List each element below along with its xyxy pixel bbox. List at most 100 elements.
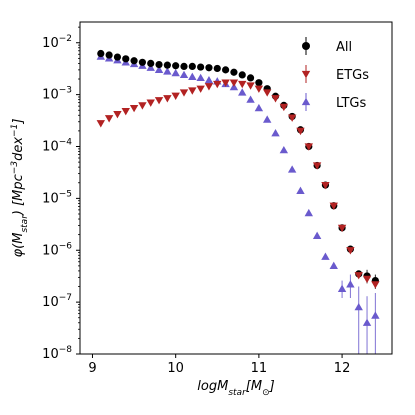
point-ltgs xyxy=(188,72,197,81)
point-ltgs xyxy=(279,145,289,154)
point-etgs xyxy=(229,79,239,87)
y-tick-label: 10−6 xyxy=(42,241,72,258)
series-ltgs xyxy=(96,52,380,326)
point-etgs xyxy=(196,85,205,93)
point-all xyxy=(238,71,246,79)
point-etgs xyxy=(337,224,347,233)
y-axis-label: φ(Mstar) [Mpc−3dex−1] xyxy=(10,119,30,258)
point-all xyxy=(205,64,213,72)
point-etgs xyxy=(346,247,355,255)
point-etgs xyxy=(129,104,139,113)
point-etgs xyxy=(104,115,114,123)
point-all xyxy=(188,62,196,71)
x-tick-label: 12 xyxy=(334,361,351,376)
point-etgs xyxy=(287,114,297,122)
point-ltgs xyxy=(271,129,280,137)
y-tick-label: 10−5 xyxy=(42,189,72,206)
point-ltgs xyxy=(304,208,313,217)
point-etgs xyxy=(163,95,172,103)
point-all xyxy=(246,74,255,82)
point-ltgs xyxy=(263,115,272,123)
y-tick-label: 10−8 xyxy=(42,345,72,362)
data-points xyxy=(96,49,380,326)
legend: All ETGs LTGs xyxy=(301,37,369,111)
point-etgs xyxy=(171,92,180,100)
legend-label-etgs: ETGs xyxy=(336,68,369,83)
legend-label-all: All xyxy=(336,40,352,55)
point-ltgs xyxy=(204,75,214,84)
point-etgs xyxy=(321,181,330,190)
point-etgs xyxy=(179,89,189,97)
point-etgs xyxy=(362,275,372,284)
point-ltgs xyxy=(362,318,372,326)
series-etgs xyxy=(96,79,380,289)
point-ltgs xyxy=(171,68,180,77)
point-ltgs xyxy=(196,73,205,82)
legend-entry-etgs: ETGs xyxy=(301,65,369,83)
point-all xyxy=(97,49,105,58)
x-tick-label: 9 xyxy=(88,361,96,376)
point-ltgs xyxy=(329,261,338,270)
point-etgs xyxy=(296,127,305,136)
point-ltgs xyxy=(146,63,155,71)
point-all xyxy=(172,62,180,70)
point-ltgs xyxy=(254,103,264,112)
point-all xyxy=(213,64,221,73)
point-ltgs xyxy=(238,88,247,96)
point-ltgs xyxy=(354,302,363,311)
legend-all-marker xyxy=(302,42,310,50)
point-etgs xyxy=(188,87,197,95)
point-ltgs xyxy=(312,231,322,239)
legend-ltgs-marker xyxy=(301,97,311,106)
point-etgs xyxy=(113,111,122,119)
point-etgs xyxy=(154,97,164,105)
point-etgs xyxy=(354,272,363,280)
point-etgs xyxy=(279,103,289,112)
axis-ticks: 9 10 11 12 10−8 10−7 10−6 10−5 10−4 10−3 10−2 xyxy=(42,26,351,376)
legend-entry-all: All xyxy=(302,37,352,55)
point-all xyxy=(230,68,238,76)
point-etgs xyxy=(304,143,313,151)
point-ltgs xyxy=(296,186,305,194)
point-all xyxy=(197,63,205,71)
point-all xyxy=(130,57,138,65)
point-etgs xyxy=(371,281,380,289)
point-all xyxy=(147,59,155,67)
point-etgs xyxy=(312,162,322,170)
point-etgs xyxy=(329,202,338,210)
legend-entry-ltgs: LTGs xyxy=(301,93,366,111)
point-all xyxy=(180,62,188,71)
error-bars xyxy=(341,269,376,354)
point-ltgs xyxy=(371,311,380,319)
y-tick-label: 10−4 xyxy=(42,138,72,155)
x-tick-label: 10 xyxy=(167,361,184,376)
plot-frame xyxy=(79,21,393,355)
point-etgs xyxy=(146,99,155,107)
point-all xyxy=(122,55,130,63)
y-tick-label: 10−3 xyxy=(42,86,72,103)
legend-etgs-marker xyxy=(301,70,311,79)
y-tick-label: 10−7 xyxy=(42,293,72,310)
point-ltgs xyxy=(321,252,330,260)
point-ltgs xyxy=(246,95,255,103)
point-ltgs xyxy=(163,67,172,75)
point-ltgs xyxy=(179,70,189,79)
point-etgs xyxy=(263,89,272,97)
point-etgs xyxy=(254,85,264,93)
point-etgs xyxy=(246,82,255,90)
point-etgs xyxy=(221,79,230,87)
point-ltgs xyxy=(346,280,355,288)
point-all xyxy=(163,61,171,69)
series-all xyxy=(97,49,379,285)
point-etgs xyxy=(138,102,147,110)
point-etgs xyxy=(96,120,105,128)
point-all xyxy=(113,53,122,61)
point-etgs xyxy=(121,108,130,116)
point-all xyxy=(105,51,113,59)
point-etgs xyxy=(204,83,214,91)
point-etgs xyxy=(238,80,247,89)
point-ltgs xyxy=(337,284,347,293)
legend-label-ltgs: LTGs xyxy=(336,96,366,111)
point-all xyxy=(155,60,163,69)
